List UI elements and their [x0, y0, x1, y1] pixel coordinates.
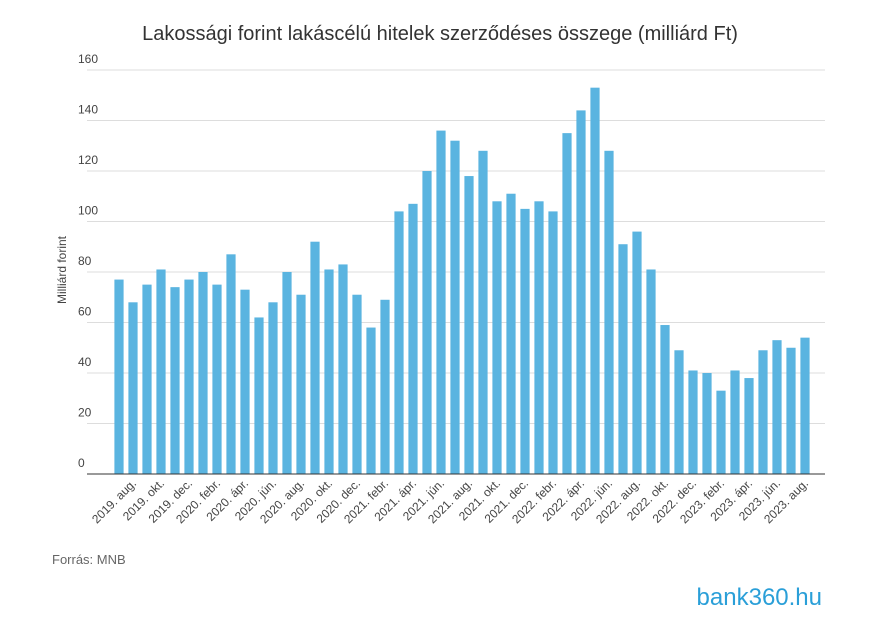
y-tick-label: 160 — [78, 52, 98, 66]
bar — [128, 302, 138, 474]
bar — [660, 325, 670, 474]
bar — [394, 211, 404, 474]
y-tick-label: 140 — [78, 103, 98, 117]
bar — [646, 269, 656, 474]
bar — [618, 244, 628, 474]
bar — [744, 378, 754, 474]
bar — [800, 337, 810, 474]
bar — [562, 133, 572, 474]
bar — [548, 211, 558, 474]
bar — [674, 350, 684, 474]
bar — [464, 176, 474, 475]
y-axis-label: Milliárd forint — [55, 235, 69, 304]
bar — [170, 287, 180, 474]
bar — [702, 373, 712, 474]
bar — [730, 370, 740, 474]
bar — [352, 294, 362, 474]
bar — [114, 279, 124, 474]
bar — [576, 110, 586, 475]
bar — [506, 193, 516, 474]
bar — [282, 272, 292, 474]
bar — [142, 284, 152, 474]
y-tick-label: 120 — [78, 153, 98, 167]
bar — [226, 254, 236, 474]
bar — [338, 264, 348, 474]
y-tick-label: 40 — [78, 355, 92, 369]
bar — [408, 203, 418, 474]
bar — [716, 390, 726, 474]
bar — [184, 279, 194, 474]
bar — [520, 208, 530, 474]
bar — [380, 299, 390, 474]
source: Forrás: MNB — [52, 552, 126, 567]
bar — [366, 327, 376, 474]
bar — [324, 269, 334, 474]
bar — [212, 284, 222, 474]
bar — [198, 272, 208, 474]
bar — [534, 201, 544, 475]
logo: bank360.hu — [697, 584, 822, 611]
bar — [422, 171, 432, 474]
bar — [688, 370, 698, 474]
y-tick-label: 0 — [78, 456, 85, 470]
bar — [450, 140, 460, 474]
chart-title: Lakossági forint lakáscélú hitelek szerz… — [142, 23, 738, 45]
bar — [772, 340, 782, 474]
bar — [604, 150, 614, 475]
bar — [758, 350, 768, 474]
bar — [296, 294, 306, 474]
bar — [436, 130, 446, 474]
bar — [156, 269, 166, 474]
bar — [632, 231, 642, 474]
bar — [268, 302, 278, 474]
y-tick-label: 60 — [78, 305, 92, 319]
bar — [786, 347, 796, 474]
bar — [254, 317, 264, 474]
bar — [492, 201, 502, 475]
bar — [590, 87, 600, 475]
y-tick-label: 80 — [78, 254, 92, 268]
bar — [310, 241, 320, 474]
y-tick-label: 20 — [78, 406, 92, 420]
y-tick-label: 100 — [78, 204, 98, 218]
bar — [240, 289, 250, 474]
bar — [478, 150, 488, 475]
